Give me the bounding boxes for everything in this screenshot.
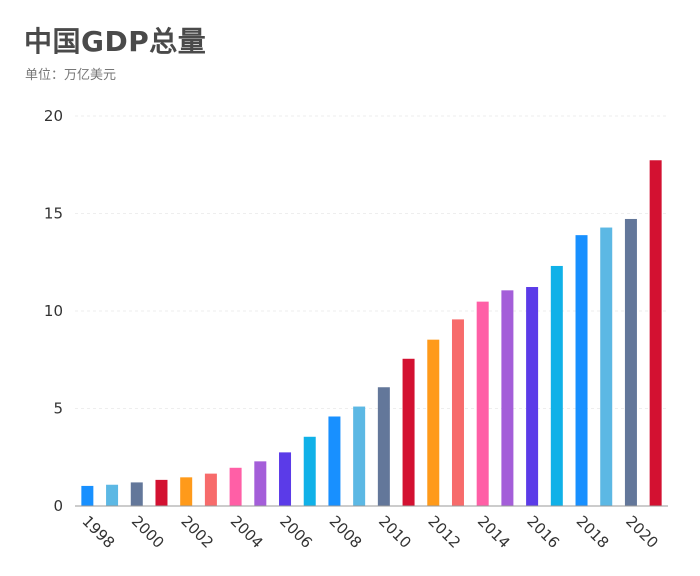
x-tick-label: 2004 bbox=[227, 512, 267, 552]
y-tick-label: 10 bbox=[44, 302, 63, 320]
bar-2004[interactable] bbox=[229, 467, 242, 506]
bar-2013[interactable] bbox=[451, 319, 464, 506]
chart-subtitle: 单位：万亿美元 bbox=[25, 68, 117, 83]
bar-2003[interactable] bbox=[204, 473, 217, 506]
bars bbox=[81, 160, 662, 507]
x-tick-label: 2006 bbox=[276, 512, 316, 552]
y-axis-ticks: 0 5 10 15 20 bbox=[44, 107, 63, 515]
bar-2000[interactable] bbox=[130, 482, 143, 506]
x-tick-label: 2018 bbox=[573, 512, 613, 552]
bar-2006[interactable] bbox=[279, 452, 292, 506]
bar-2021[interactable] bbox=[649, 160, 662, 506]
bar-2008[interactable] bbox=[328, 416, 341, 506]
grid-lines bbox=[75, 115, 668, 409]
bar-2009[interactable] bbox=[353, 406, 366, 506]
chart-title: 中国GDP总量 bbox=[24, 25, 207, 58]
x-tick-label: 2010 bbox=[375, 512, 415, 552]
x-tick-label: 2014 bbox=[474, 512, 514, 552]
bar-2014[interactable] bbox=[476, 301, 489, 506]
bar-2019[interactable] bbox=[600, 227, 613, 507]
bar-2007[interactable] bbox=[303, 436, 316, 506]
bar-2002[interactable] bbox=[180, 477, 193, 506]
x-tick-label: 1998 bbox=[79, 512, 119, 552]
x-axis-ticks: 1998 2000 2002 2004 2006 2008 2010 2012 2014 2016… bbox=[79, 512, 662, 552]
x-tick-label: 2012 bbox=[424, 512, 464, 552]
bar-2011[interactable] bbox=[402, 358, 415, 506]
y-tick-label: 5 bbox=[53, 400, 63, 418]
bar-1998[interactable] bbox=[81, 485, 94, 506]
bar-1999[interactable] bbox=[106, 484, 119, 506]
y-tick-label: 0 bbox=[53, 497, 63, 515]
bar-2010[interactable] bbox=[377, 387, 390, 506]
bar-2017[interactable] bbox=[550, 265, 563, 506]
x-tick-label: 2000 bbox=[128, 512, 168, 552]
x-tick-label: 2016 bbox=[523, 512, 563, 552]
bar-2020[interactable] bbox=[624, 218, 637, 506]
bar-2005[interactable] bbox=[254, 461, 267, 506]
bar-2012[interactable] bbox=[427, 339, 440, 506]
x-tick-label: 2002 bbox=[177, 512, 217, 552]
x-tick-label: 2020 bbox=[622, 512, 662, 552]
y-tick-label: 20 bbox=[44, 107, 63, 125]
bar-2015[interactable] bbox=[501, 290, 514, 506]
bar-2001[interactable] bbox=[155, 479, 168, 506]
bar-2018[interactable] bbox=[575, 235, 588, 506]
x-tick-label: 2008 bbox=[326, 512, 366, 552]
bar-2016[interactable] bbox=[526, 287, 539, 506]
y-tick-label: 15 bbox=[44, 205, 63, 223]
